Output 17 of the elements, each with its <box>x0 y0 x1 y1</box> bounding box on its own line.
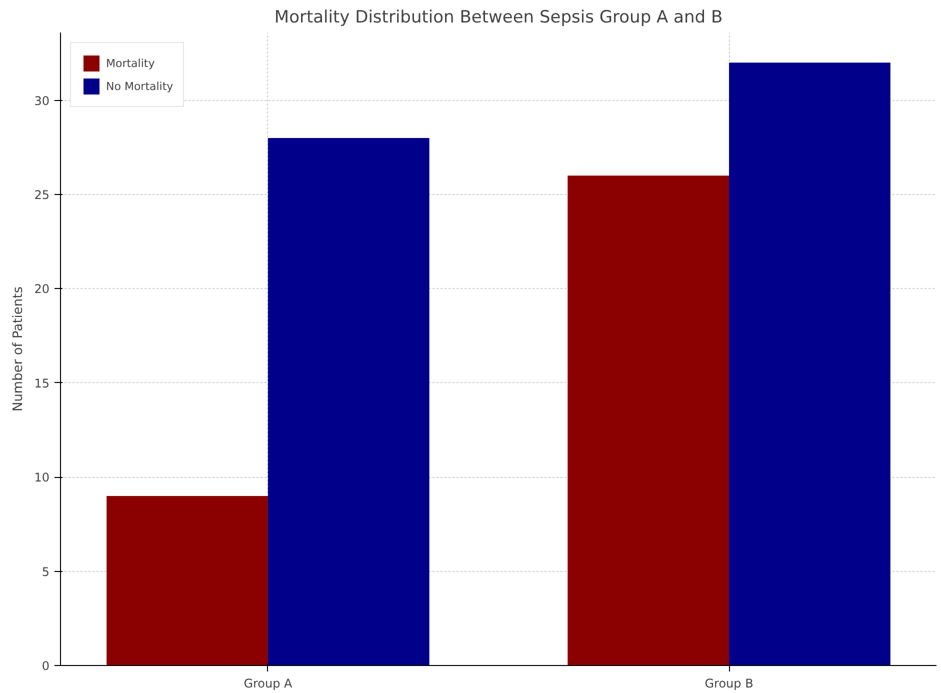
bar <box>729 62 890 666</box>
y-tick-label: 10 <box>34 470 50 485</box>
bar <box>268 138 430 666</box>
y-tick-label: 20 <box>34 282 50 296</box>
bar <box>568 176 730 666</box>
y-tick-label: 30 <box>34 94 50 108</box>
y-tick-label: 5 <box>42 564 50 579</box>
y-axis-title: Number of Patients <box>11 286 26 412</box>
y-tick-label: 25 <box>34 188 50 202</box>
chart-title: Mortality Distribution Between Sepsis Group A and B <box>274 8 723 28</box>
legend-label: No Mortality <box>106 80 174 92</box>
x-tick-label: Group B <box>704 676 754 690</box>
bar <box>106 496 268 666</box>
legend-label: Mortality <box>106 56 155 70</box>
y-tick-label: 15 <box>34 376 50 390</box>
y-tick-label: 0 <box>42 659 50 673</box>
x-tick-label: Group A <box>244 676 294 690</box>
